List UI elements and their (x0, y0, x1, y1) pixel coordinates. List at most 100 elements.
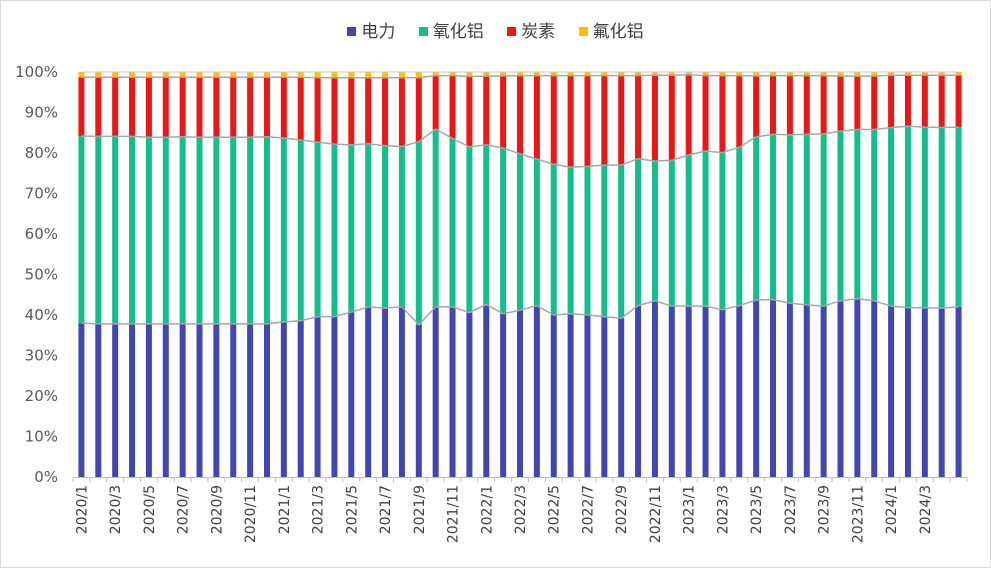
bar-segment-4 (297, 72, 304, 78)
bar-segment-2 (871, 129, 878, 301)
bar-segment-2 (803, 134, 810, 305)
bar-segment-2 (837, 131, 844, 301)
bar-segment-1 (753, 300, 760, 477)
bar-segment-1 (871, 300, 878, 477)
bar-segment-3 (95, 77, 102, 137)
y-tick-label: 40% (25, 306, 58, 324)
bar-segment-4 (112, 72, 119, 78)
bar-segment-1 (719, 309, 726, 477)
bar-segment-2 (938, 127, 945, 309)
bar-segment-4 (466, 72, 473, 77)
bar-segment-1 (297, 320, 304, 477)
bar-segment-3 (668, 75, 675, 161)
bar-segment-4 (331, 72, 338, 78)
bar-segment-3 (382, 77, 389, 146)
bar-segment-2 (179, 136, 186, 324)
bar-segment-1 (736, 305, 743, 477)
bar-segment-1 (601, 316, 608, 477)
bar-segment-3 (213, 77, 220, 138)
bar-segment-3 (921, 75, 928, 128)
boundary-line-2 (81, 125, 959, 168)
bar-segment-4 (601, 72, 608, 76)
bar-segment-2 (382, 145, 389, 309)
legend-swatch-alumina (418, 27, 428, 36)
bar-segment-1 (348, 312, 355, 477)
bar-segment-1 (955, 306, 962, 477)
bar-segment-1 (483, 304, 490, 477)
bar-segment-2 (483, 144, 490, 305)
bar-segment-4 (584, 72, 591, 76)
bar-segment-3 (854, 76, 861, 130)
bar-segment-3 (584, 75, 591, 167)
legend-swatch-carbon (507, 27, 517, 36)
bar-segment-3 (247, 77, 254, 138)
bar-segment-2 (78, 135, 85, 324)
bar-segment-4 (904, 72, 911, 76)
bar-segment-3 (162, 77, 169, 138)
bar-segment-4 (618, 72, 625, 76)
bar-segment-4 (247, 72, 254, 78)
y-axis: 0% 10% 20% 30% 40% 50% 60% 70% 80% 90% 100% (15, 63, 58, 486)
bar-segment-3 (263, 77, 270, 137)
bar-segment-4 (179, 72, 186, 78)
x-tick-label: 2022/7 (580, 485, 596, 534)
legend-item-electricity: 电力 (347, 17, 395, 42)
bar-segment-2 (230, 137, 237, 324)
bar-segment-3 (466, 76, 473, 147)
bar-segment-2 (247, 137, 254, 324)
bar-segment-2 (584, 166, 591, 315)
bar-segment-3 (803, 75, 810, 135)
bar-segment-4 (348, 72, 355, 78)
x-tick-label: 2023/11 (850, 485, 866, 543)
bar-segment-4 (280, 72, 287, 78)
bar-segment-1 (415, 324, 422, 477)
bar-segment-2 (533, 159, 540, 306)
bar-segment-1 (685, 306, 692, 477)
bar-segment-4 (162, 72, 169, 78)
legend-swatch-electricity (347, 27, 357, 36)
chart-legend: 电力 氧化铝 炭素 氟化铝 (0, 17, 991, 42)
bar-segment-2 (955, 127, 962, 307)
bar-segment-3 (888, 75, 895, 128)
bar-segment-1 (263, 323, 270, 477)
bar-segment-2 (162, 137, 169, 324)
bar-segment-3 (348, 77, 355, 145)
x-axis: 2020/1 2020/3 2020/5 2020/7 2020/9 2020/11 202… (72, 477, 968, 543)
bar-segment-1 (382, 308, 389, 477)
bar-segment-3 (618, 75, 625, 166)
bar-segment-4 (567, 72, 574, 76)
x-tick-label: 2022/11 (648, 485, 664, 543)
bar-segment-2 (145, 137, 152, 324)
x-tick-label: 2020/9 (209, 485, 225, 534)
x-tick-label: 2024/1 (884, 485, 900, 534)
bar-segment-4 (550, 72, 557, 76)
bar-stacks (78, 72, 962, 477)
bar-segment-3 (685, 74, 692, 156)
bar-segment-1 (904, 307, 911, 477)
bar-segment-3 (651, 75, 658, 162)
bar-segment-1 (635, 305, 642, 477)
bar-segment-3 (196, 77, 203, 138)
bar-segment-1 (162, 323, 169, 477)
x-tick-label: 2021/11 (446, 485, 462, 543)
bar-segment-3 (129, 77, 136, 137)
bar-segment-3 (432, 75, 439, 130)
bar-segment-1 (365, 306, 372, 477)
y-tick-label: 20% (25, 387, 58, 405)
x-tick-label: 2024/3 (918, 485, 934, 534)
bar-segment-2 (415, 141, 422, 325)
bar-segment-1 (196, 323, 203, 477)
bar-segment-1 (145, 323, 152, 477)
bar-segment-4 (803, 72, 810, 76)
bar-segment-1 (314, 316, 321, 477)
bar-segment-1 (280, 321, 287, 477)
bar-segment-4 (129, 72, 136, 78)
bar-segment-2 (112, 136, 119, 324)
legend-item-alumina: 氧化铝 (418, 17, 484, 42)
x-tick-label: 2022/5 (547, 485, 563, 534)
boundary-line-1 (81, 298, 959, 326)
x-tick-label: 2020/1 (74, 485, 90, 534)
bar-segment-2 (297, 140, 304, 321)
bar-segment-3 (145, 77, 152, 138)
